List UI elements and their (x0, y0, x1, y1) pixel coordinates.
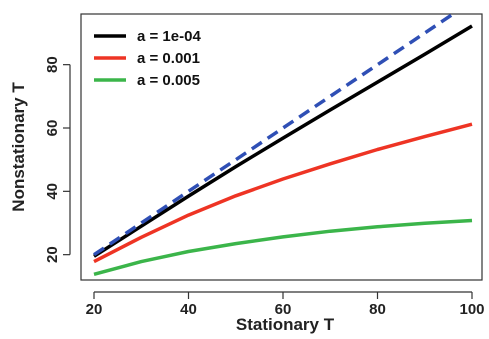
series-line-3 (93, 218, 473, 276)
series-line-2 (93, 122, 473, 264)
legend-label-1: a = 1e-04 (137, 28, 201, 45)
x-tick-label-80: 80 (369, 301, 386, 318)
series-line-4 (93, 14, 457, 257)
y-axis-label: Nonstationary T (9, 82, 28, 212)
y-axis: 20 40 60 80 (44, 56, 71, 263)
x-axis: 20 40 60 80 100 (86, 291, 485, 318)
legend-label-3: a = 0.005 (137, 72, 200, 89)
x-axis-label: Stationary T (236, 315, 335, 334)
y-tick-label-60: 60 (44, 120, 61, 137)
series-layer (93, 14, 473, 276)
plot-frame (80, 13, 483, 281)
x-tick-label-60: 60 (275, 301, 292, 318)
x-tick-label-100: 100 (459, 301, 484, 318)
x-tick-label-40: 40 (180, 301, 197, 318)
y-tick-label-80: 80 (44, 56, 61, 73)
y-tick-label-40: 40 (44, 183, 61, 200)
x-tick-label-20: 20 (86, 301, 103, 318)
legend: a = 1e-04 a = 0.001 a = 0.005 (94, 28, 201, 89)
series-line-1 (93, 24, 473, 258)
legend-label-2: a = 0.001 (137, 50, 200, 67)
y-tick-label-20: 20 (44, 246, 61, 263)
